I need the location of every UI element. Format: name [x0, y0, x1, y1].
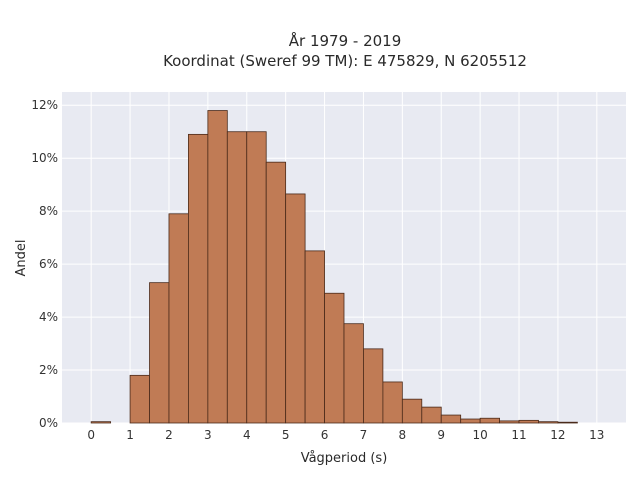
- histogram-bar: [207, 110, 228, 424]
- histogram-bar: [499, 420, 520, 424]
- histogram-bar: [188, 133, 209, 424]
- histogram-bar: [460, 418, 481, 424]
- histogram-bar: [226, 131, 248, 424]
- x-tick-label: 7: [360, 428, 368, 442]
- histogram-bar: [557, 421, 578, 424]
- bars: [90, 110, 578, 424]
- x-tick-label: 8: [399, 428, 407, 442]
- y-axis-ticks: 0% 2% 4% 6% 8% 10% 12%: [31, 98, 58, 430]
- histogram-bar: [285, 193, 306, 424]
- histogram-bar: [518, 419, 539, 424]
- x-tick-label: 12: [550, 428, 565, 442]
- histogram-bar: [149, 282, 170, 424]
- x-axis-label: Vågperiod (s): [301, 451, 388, 466]
- x-tick-label: 13: [589, 428, 604, 442]
- histogram-bar: [304, 250, 325, 424]
- x-tick-label: 9: [437, 428, 445, 442]
- y-tick-label: 8%: [39, 204, 58, 218]
- x-tick-label: 10: [472, 428, 487, 442]
- histogram-bar: [382, 381, 403, 424]
- histogram-bar: [440, 414, 462, 424]
- histogram-bar: [363, 348, 384, 424]
- histogram-bar: [324, 292, 345, 424]
- histogram-bar: [246, 131, 267, 424]
- y-tick-label: 12%: [31, 98, 58, 112]
- histogram-bar: [421, 406, 442, 424]
- histogram-bar: [168, 213, 189, 424]
- x-tick-label: 5: [282, 428, 290, 442]
- x-tick-label: 1: [126, 428, 134, 442]
- x-tick-label: 6: [321, 428, 329, 442]
- y-tick-label: 2%: [39, 363, 58, 377]
- histogram-bar: [129, 374, 150, 424]
- x-tick-label: 11: [511, 428, 526, 442]
- x-tick-label: 0: [87, 428, 95, 442]
- y-axis-label: Andel: [14, 240, 29, 277]
- chart-title-line-1: År 1979 - 2019: [289, 31, 402, 50]
- y-tick-label: 4%: [39, 310, 58, 324]
- x-tick-label: 3: [204, 428, 212, 442]
- y-tick-label: 10%: [31, 151, 58, 165]
- y-tick-label: 6%: [39, 257, 58, 271]
- y-tick-label: 0%: [39, 416, 58, 430]
- histogram-bar: [538, 421, 559, 424]
- x-tick-label: 2: [165, 428, 173, 442]
- chart-title-line-2: Koordinat (Sweref 99 TM): E 475829, N 62…: [163, 52, 527, 70]
- histogram-bar: [401, 398, 423, 424]
- histogram-bar: [343, 323, 364, 424]
- x-axis-ticks: 0 1 2 3 4 5 6 7 8 9 10 11 12 13: [87, 428, 604, 442]
- histogram-bar: [265, 161, 287, 424]
- histogram-bar: [479, 417, 500, 424]
- x-tick-label: 4: [243, 428, 251, 442]
- histogram-bar: [90, 421, 112, 424]
